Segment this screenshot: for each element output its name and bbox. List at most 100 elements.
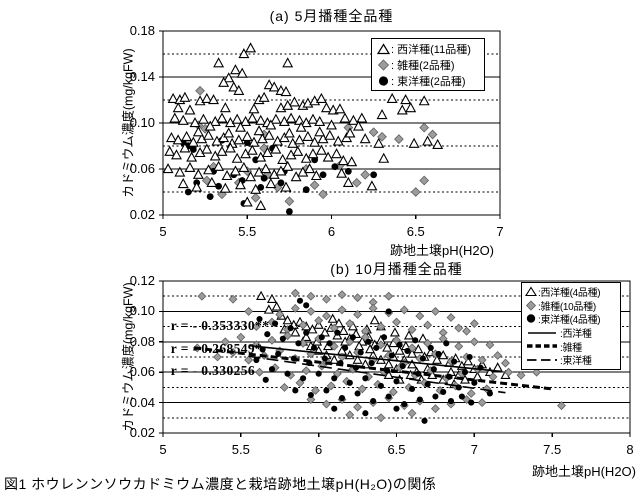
data-point-circle — [303, 302, 310, 309]
data-point-circle — [409, 385, 416, 392]
data-point-circle — [362, 410, 369, 417]
data-point-circle — [285, 208, 293, 215]
data-point-triangle — [213, 57, 225, 68]
data-point-triangle — [219, 102, 231, 113]
data-point-triangle — [192, 168, 204, 179]
data-point-circle — [427, 344, 434, 351]
data-point-diamond — [255, 367, 264, 377]
data-point-triangle — [431, 354, 443, 364]
data-point-triangle — [320, 102, 332, 113]
data-point-circle — [466, 353, 473, 361]
x-tick-label: 7 — [470, 442, 478, 457]
data-point-triangle — [206, 176, 218, 187]
data-point-diamond — [290, 303, 300, 313]
x-tick-label: 5.5 — [238, 224, 257, 239]
data-point-triangle — [203, 164, 214, 175]
data-point-circle — [331, 163, 339, 171]
data-point-diamond — [295, 378, 305, 388]
data-point-triangle — [307, 324, 318, 334]
data-point-triangle — [407, 359, 418, 369]
data-point-triangle — [223, 72, 235, 83]
data-point-triangle — [270, 143, 282, 154]
x-tick-label: 8 — [626, 442, 634, 457]
legend-item-zasshu: : 雑種(2品種) — [377, 57, 484, 73]
data-point-circle — [349, 334, 356, 341]
data-point-triangle — [301, 331, 312, 342]
data-point-circle — [362, 375, 369, 382]
data-point-triangle — [282, 160, 294, 171]
data-point-circle — [416, 396, 423, 403]
data-point-diamond — [477, 355, 487, 365]
data-point-triangle — [332, 135, 344, 146]
data-point-diamond — [301, 366, 311, 376]
data-point-diamond — [504, 367, 514, 377]
data-point-circle — [307, 391, 314, 399]
data-point-triangle — [172, 134, 184, 145]
data-point-triangle — [256, 290, 267, 300]
data-point-circle — [287, 325, 294, 332]
data-point-diamond — [377, 131, 387, 142]
data-point-circle — [468, 399, 475, 406]
legend-item-line-toyoshu: :東洋種 — [525, 353, 620, 367]
data-point-triangle — [294, 134, 305, 145]
y-tick-label: 0.04 — [129, 394, 155, 410]
data-point-circle — [300, 375, 307, 382]
legend-label: :西洋種(4品種) — [538, 288, 601, 300]
data-point-circle — [215, 182, 223, 190]
data-point-circle — [296, 297, 304, 304]
data-point-triangle — [245, 42, 257, 53]
data-point-diamond — [195, 85, 205, 96]
legend-label: :西洋種 — [560, 329, 592, 341]
data-point-diamond — [516, 370, 526, 380]
data-point-circle — [385, 393, 392, 400]
data-point-circle — [430, 366, 437, 373]
triangle-marker-icon — [377, 43, 390, 55]
data-point-triangle — [342, 176, 354, 187]
data-point-triangle — [245, 171, 257, 182]
data-point-diamond — [306, 291, 316, 301]
data-point-triangle — [319, 327, 330, 337]
data-point-triangle — [238, 161, 250, 172]
data-point-diamond — [430, 306, 440, 316]
data-point-diamond — [357, 384, 367, 394]
series-西洋種 — [162, 42, 444, 210]
data-point-circle — [447, 398, 455, 405]
data-point-triangle — [271, 301, 282, 311]
data-point-triangle — [283, 127, 295, 138]
data-point-diamond — [376, 340, 386, 350]
data-point-triangle — [228, 81, 240, 92]
data-point-circle — [272, 320, 279, 327]
data-point-triangle — [302, 130, 314, 141]
x-tick-label: 5 — [159, 442, 167, 457]
legend-item-line-zasshu: :雑種 — [525, 339, 620, 354]
data-point-diamond — [326, 381, 336, 391]
data-point-triangle — [165, 131, 177, 143]
data-point-triangle — [386, 92, 398, 103]
data-point-diamond — [415, 311, 425, 321]
data-point-diamond — [376, 322, 386, 332]
data-point-triangle — [231, 113, 243, 124]
data-point-diamond — [236, 332, 246, 342]
data-point-circle — [334, 329, 341, 336]
y-tick-label: 0.06 — [129, 364, 155, 380]
panel-b-legend: :西洋種(4品種) :雑種(10品種) :東洋種(4品種) :西洋種 :雑種 :… — [521, 282, 621, 370]
data-point-circle — [486, 390, 493, 397]
data-point-circle — [326, 340, 333, 347]
data-point-diamond — [407, 325, 417, 335]
legend-item-line-seiyoshu: :西洋種 — [525, 326, 620, 340]
data-point-diamond — [454, 323, 464, 333]
data-point-circle — [458, 393, 465, 400]
legend-item-zasshu: :雑種(10品種) — [525, 299, 620, 313]
data-point-diamond — [197, 291, 207, 301]
data-point-triangle — [179, 142, 191, 153]
data-point-diamond — [314, 316, 324, 325]
data-point-diamond — [368, 127, 379, 138]
data-point-circle — [303, 329, 310, 336]
data-point-triangle — [326, 119, 337, 130]
data-point-circle — [421, 417, 428, 424]
data-point-triangle — [189, 117, 201, 128]
data-point-triangle — [309, 136, 321, 147]
data-point-circle — [380, 334, 388, 341]
data-point-triangle — [233, 84, 245, 95]
regression-line-西洋種 — [248, 344, 501, 373]
